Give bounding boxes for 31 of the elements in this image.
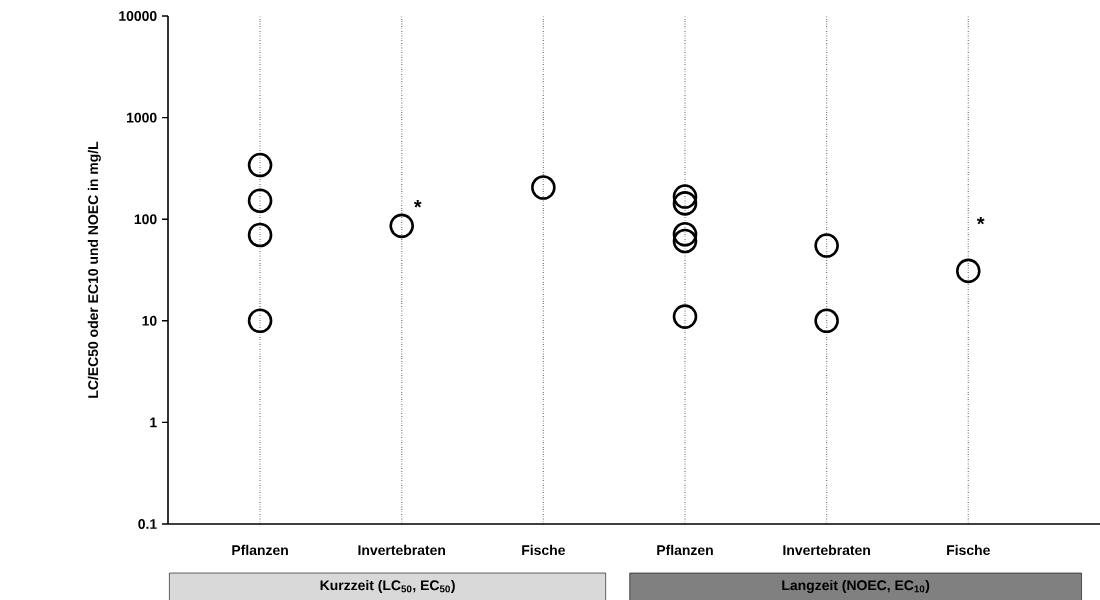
text: Kurzzeit (LC$_{50}$, EC$_{50}$) xyxy=(320,579,455,593)
x-tick-label: Pflanzen xyxy=(232,544,288,556)
x-tick-label: Invertebraten xyxy=(358,544,446,556)
point xyxy=(672,222,698,247)
point xyxy=(247,152,273,178)
y-axis-title: LC/EC50 oder EC10 und NOEC in mg/L xyxy=(87,141,101,398)
x-tick-label: Fische xyxy=(522,544,565,556)
point xyxy=(389,213,415,239)
point xyxy=(672,304,698,329)
point xyxy=(247,188,273,214)
annotation: * xyxy=(413,200,422,208)
point xyxy=(814,233,839,258)
point xyxy=(672,184,698,209)
point xyxy=(814,308,839,334)
y-tick-label: 1 xyxy=(150,417,157,428)
y-tick-label: 10 xyxy=(142,315,157,326)
y-tick-label: 1000 xyxy=(127,112,157,123)
x-tick-label: Pflanzen xyxy=(657,544,713,556)
point xyxy=(672,228,698,254)
y-tick-label: 10000 xyxy=(119,11,157,21)
y-tick-label: 100 xyxy=(134,214,157,225)
text: Langzeit (NOEC, EC$_{10}$) xyxy=(782,579,930,594)
annotation: * xyxy=(976,216,985,225)
point xyxy=(247,222,273,248)
x-tick-label: Invertebraten xyxy=(783,544,870,556)
y-tick-label: 0.1 xyxy=(138,519,157,529)
point xyxy=(672,191,698,216)
x-tick-label: Fische xyxy=(947,544,990,556)
point xyxy=(955,258,981,284)
point xyxy=(531,175,556,200)
point xyxy=(247,308,273,334)
